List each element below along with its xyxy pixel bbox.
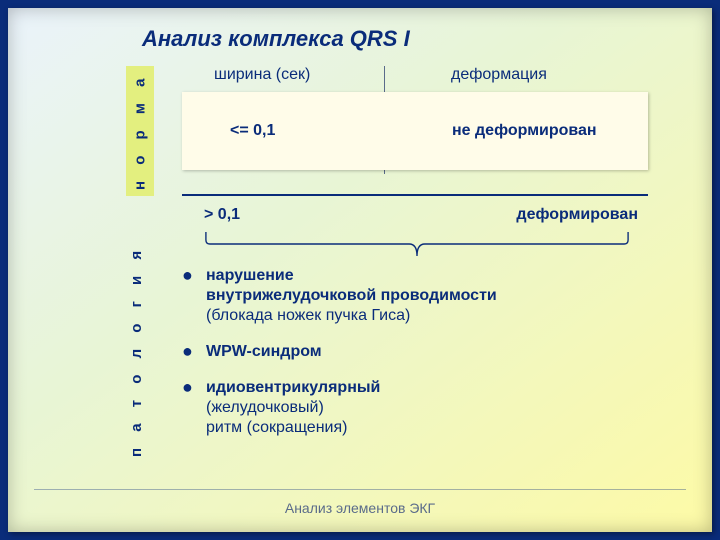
t: ритм (сокращения)	[206, 419, 347, 436]
t: нарушение	[206, 267, 294, 284]
list-text: WPW-синдром	[206, 342, 648, 362]
content-area: н о р м а п а т о л о г и я ширина (сек)…	[32, 66, 688, 466]
bullet-icon: ●	[182, 342, 206, 362]
pathology-row: > 0,1 деформирован	[190, 206, 638, 224]
footer-text: Анализ элементов ЭКГ	[8, 500, 712, 516]
list-item: ● нарушение внутрижелудочковой проводимо…	[182, 266, 648, 326]
t: (блокада ножек пучка Гиса)	[206, 307, 410, 324]
separator-line	[182, 194, 648, 196]
norma-width: <= 0,1	[182, 122, 426, 140]
curly-bracket	[202, 230, 632, 258]
t: (желудочковый)	[206, 399, 324, 416]
path-width: > 0,1	[190, 206, 516, 224]
header-deform: деформация	[421, 66, 658, 84]
norma-box: <= 0,1 не деформирован	[182, 92, 648, 170]
list-text: нарушение внутрижелудочковой проводимост…	[206, 266, 648, 326]
bullet-icon: ●	[182, 378, 206, 438]
slide-title: Анализ комплекса QRS I	[142, 26, 688, 52]
list-text: идиовентрикулярный (желудочковый) ритм (…	[206, 378, 648, 438]
t: внутрижелудочковой проводимости	[206, 287, 497, 304]
list-item: ● идиовентрикулярный (желудочковый) ритм…	[182, 378, 648, 438]
list-item: ● WPW-синдром	[182, 342, 648, 362]
label-patologia: п а т о л о г и я	[128, 241, 145, 461]
label-norma-text: н о р м а	[132, 72, 149, 190]
label-norma: н о р м а	[126, 66, 154, 196]
t: WPW-синдром	[206, 343, 322, 360]
norma-deform: не деформирован	[426, 122, 648, 140]
footer-separator	[34, 489, 686, 490]
pathology-list: ● нарушение внутрижелудочковой проводимо…	[182, 266, 648, 454]
label-patologia-text: п а т о л о г и я	[128, 245, 145, 457]
bullet-icon: ●	[182, 266, 206, 326]
column-headers: ширина (сек) деформация	[192, 66, 658, 84]
slide: Анализ комплекса QRS I н о р м а п а т о…	[8, 8, 712, 532]
header-width: ширина (сек)	[192, 66, 421, 84]
t: идиовентрикулярный	[206, 379, 380, 396]
path-deform: деформирован	[516, 206, 638, 224]
